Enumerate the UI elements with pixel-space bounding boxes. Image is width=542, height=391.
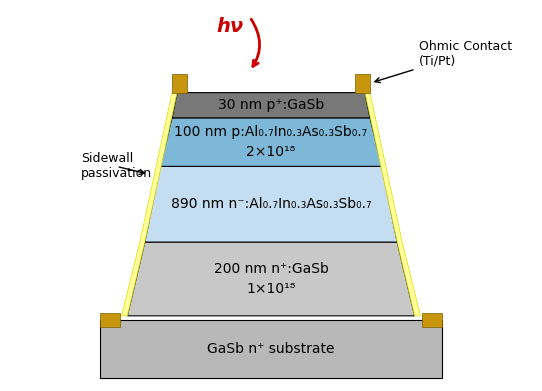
Bar bbox=[355, 74, 370, 93]
Polygon shape bbox=[145, 167, 397, 242]
Text: 2×10¹⁸: 2×10¹⁸ bbox=[247, 145, 295, 159]
Polygon shape bbox=[121, 93, 177, 316]
Polygon shape bbox=[127, 242, 415, 316]
Text: GaSb n⁺ substrate: GaSb n⁺ substrate bbox=[207, 342, 335, 356]
Bar bbox=[100, 313, 120, 328]
Polygon shape bbox=[160, 118, 382, 167]
Text: hν: hν bbox=[217, 17, 244, 36]
Text: 1×10¹⁸: 1×10¹⁸ bbox=[246, 282, 296, 296]
Text: Sidewall
passivation: Sidewall passivation bbox=[81, 152, 152, 180]
Text: 30 nm p⁺:GaSb: 30 nm p⁺:GaSb bbox=[218, 98, 324, 112]
Polygon shape bbox=[172, 93, 370, 118]
Bar bbox=[422, 313, 442, 328]
Text: 890 nm n⁻:Al₀.₇In₀.₃As₀.₃Sb₀.₇: 890 nm n⁻:Al₀.₇In₀.₃As₀.₃Sb₀.₇ bbox=[171, 197, 371, 211]
Text: Ohmic Contact
(Ti/Pt): Ohmic Contact (Ti/Pt) bbox=[375, 40, 512, 83]
Polygon shape bbox=[100, 320, 442, 378]
Text: 100 nm p:Al₀.₇In₀.₃As₀.₃Sb₀.₇: 100 nm p:Al₀.₇In₀.₃As₀.₃Sb₀.₇ bbox=[175, 126, 367, 140]
Polygon shape bbox=[365, 93, 421, 316]
Text: 200 nm n⁺:GaSb: 200 nm n⁺:GaSb bbox=[214, 262, 328, 276]
Bar bbox=[172, 74, 187, 93]
